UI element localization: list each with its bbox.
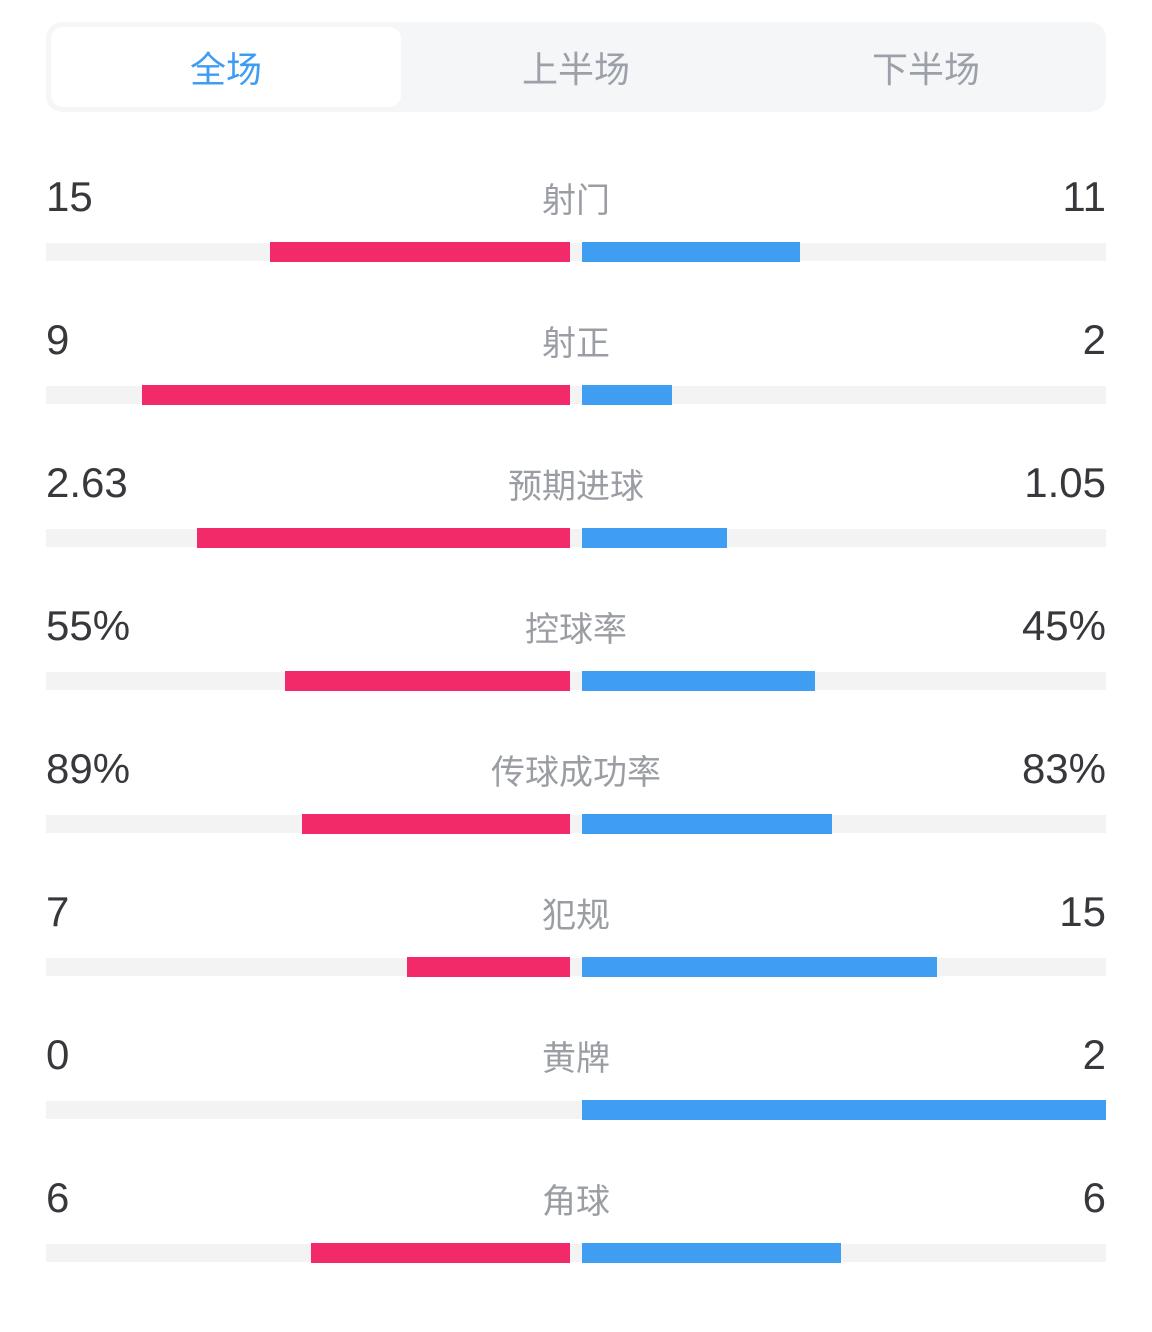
stat-label: 射门 [542,181,610,220]
away-value: 15 [1059,888,1106,935]
away-value: 6 [1082,1174,1106,1221]
stats-list: 15 射门 11 9 射正 2 2.63 预期进球 [46,143,1106,1287]
stat-label: 角球 [542,1182,610,1221]
away-value: 83% [1021,745,1106,792]
tab-second-half-label: 下半场 [871,49,980,90]
stat-row-corners: 6 角球 6 [46,1144,1106,1287]
stat-head: 6 角球 6 [46,1172,1106,1224]
away-bar [582,1100,1106,1120]
stat-label: 预期进球 [508,467,644,506]
stat-head: 15 射门 11 [46,171,1106,223]
match-stats-panel: 全场 上半场 下半场 15 射门 11 9 射正 2 [0,22,1152,1287]
away-value: 2 [1082,1031,1106,1078]
stat-bar-track [46,671,1106,691]
home-value: 15 [46,173,93,220]
stat-label: 黄牌 [542,1039,610,1078]
stat-label: 射正 [542,324,610,363]
home-bar [197,528,570,548]
home-bar [270,242,570,262]
stat-row-shots: 15 射门 11 [46,143,1106,286]
tab-full-match-label: 全场 [189,49,262,90]
tab-first-half[interactable]: 上半场 [401,27,751,107]
stat-row-fouls: 7 犯规 15 [46,858,1106,1001]
away-bar [582,385,673,405]
stat-label: 犯规 [542,896,610,935]
away-bar [582,671,815,691]
away-value: 11 [1062,173,1106,220]
away-value: 45% [1021,602,1106,649]
home-value: 0 [46,1031,70,1078]
stat-row-shots-on-target: 9 射正 2 [46,286,1106,429]
stat-bar-track [46,814,1106,834]
stat-head: 9 射正 2 [46,314,1106,366]
stat-bar-track [46,528,1106,548]
home-value: 2.63 [46,459,128,506]
stat-bar-track [46,957,1106,977]
tab-full-match[interactable]: 全场 [51,27,401,107]
stat-row-expected-goals: 2.63 预期进球 1.05 [46,429,1106,572]
away-bar [582,1243,841,1263]
home-bar [311,1243,570,1263]
stat-head: 55% 控球率 45% [46,600,1106,652]
stat-bar-track [46,1100,1106,1120]
stat-label: 传球成功率 [491,753,661,792]
home-value: 6 [46,1174,70,1221]
stat-head: 7 犯规 15 [46,886,1106,938]
stat-head: 2.63 预期进球 1.05 [46,457,1106,509]
home-value: 7 [46,888,70,935]
away-bar [582,242,801,262]
away-bar [582,814,832,834]
away-bar [582,528,728,548]
stat-bar-track [46,242,1106,262]
stat-label: 控球率 [525,610,627,649]
stat-bar-track [46,385,1106,405]
away-value: 2 [1082,316,1106,363]
home-bar [301,814,570,834]
period-tabs: 全场 上半场 下半场 [46,22,1106,112]
tab-second-half[interactable]: 下半场 [751,27,1101,107]
stat-row-possession: 55% 控球率 45% [46,572,1106,715]
home-bar [142,385,570,405]
stat-bar-track [46,1243,1106,1263]
stat-row-yellow-cards: 0 黄牌 2 [46,1001,1106,1144]
home-value: 89% [46,745,131,792]
stat-head: 0 黄牌 2 [46,1029,1106,1081]
home-value: 9 [46,316,70,363]
stat-row-pass-accuracy: 89% 传球成功率 83% [46,715,1106,858]
stat-head: 89% 传球成功率 83% [46,743,1106,795]
home-bar [284,671,570,691]
away-bar [582,957,938,977]
home-bar [407,957,570,977]
away-value: 1.05 [1024,459,1106,506]
home-value: 55% [46,602,131,649]
tab-first-half-label: 上半场 [521,49,630,90]
